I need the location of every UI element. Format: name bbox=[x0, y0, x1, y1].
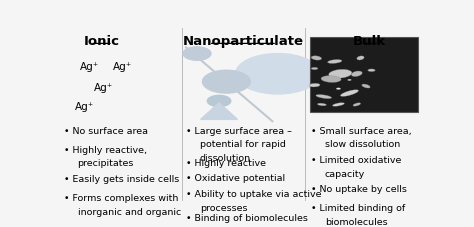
Text: processes: processes bbox=[200, 203, 247, 212]
Text: • Highly reactive,: • Highly reactive, bbox=[64, 145, 146, 154]
Text: Ag⁺: Ag⁺ bbox=[112, 62, 132, 72]
Ellipse shape bbox=[368, 70, 375, 72]
Ellipse shape bbox=[328, 70, 352, 79]
Circle shape bbox=[207, 96, 231, 107]
Ellipse shape bbox=[353, 103, 361, 107]
FancyBboxPatch shape bbox=[310, 38, 418, 112]
Text: inorganic and organic: inorganic and organic bbox=[78, 207, 181, 216]
Text: • Forms complexes with: • Forms complexes with bbox=[64, 193, 178, 202]
Text: • Large surface area –: • Large surface area – bbox=[186, 126, 292, 135]
Text: • Binding of biomolecules: • Binding of biomolecules bbox=[186, 213, 308, 222]
Text: • No uptake by cells: • No uptake by cells bbox=[311, 185, 407, 193]
Ellipse shape bbox=[332, 103, 345, 107]
Polygon shape bbox=[201, 103, 237, 120]
Ellipse shape bbox=[347, 80, 351, 81]
Ellipse shape bbox=[362, 85, 370, 89]
Text: Ag⁺: Ag⁺ bbox=[80, 62, 99, 72]
Ellipse shape bbox=[309, 84, 320, 88]
Ellipse shape bbox=[316, 95, 332, 99]
Text: Bulk: Bulk bbox=[353, 35, 386, 48]
Text: • Ability to uptake via active: • Ability to uptake via active bbox=[186, 189, 321, 198]
Text: dissolution: dissolution bbox=[200, 153, 251, 162]
Ellipse shape bbox=[311, 57, 321, 61]
Text: • Easily gets inside cells: • Easily gets inside cells bbox=[64, 174, 179, 183]
Text: potential for rapid: potential for rapid bbox=[200, 140, 286, 149]
Text: Ionic: Ionic bbox=[83, 35, 119, 48]
Ellipse shape bbox=[351, 72, 362, 77]
Text: biomolecules: biomolecules bbox=[325, 217, 387, 226]
Text: capacity: capacity bbox=[325, 169, 365, 178]
Ellipse shape bbox=[357, 57, 364, 61]
Text: • Limited oxidative: • Limited oxidative bbox=[311, 155, 401, 164]
Circle shape bbox=[183, 48, 211, 61]
Ellipse shape bbox=[340, 90, 358, 97]
Text: • Highly reactive: • Highly reactive bbox=[186, 158, 266, 167]
Ellipse shape bbox=[336, 88, 341, 90]
Circle shape bbox=[202, 71, 250, 94]
Ellipse shape bbox=[311, 68, 318, 70]
Text: precipitates: precipitates bbox=[78, 158, 134, 168]
Text: • No surface area: • No surface area bbox=[64, 126, 148, 135]
Text: • Small surface area,: • Small surface area, bbox=[311, 126, 411, 135]
Text: slow dissolution: slow dissolution bbox=[325, 140, 400, 149]
Circle shape bbox=[236, 54, 320, 94]
Text: Ag⁺: Ag⁺ bbox=[94, 82, 113, 92]
Text: Nanoparticulate: Nanoparticulate bbox=[182, 35, 303, 48]
Ellipse shape bbox=[321, 76, 341, 83]
Ellipse shape bbox=[328, 60, 342, 64]
Text: Ag⁺: Ag⁺ bbox=[75, 101, 94, 111]
Text: • Limited binding of: • Limited binding of bbox=[311, 203, 405, 212]
Ellipse shape bbox=[318, 104, 327, 106]
Text: • Oxidative potential: • Oxidative potential bbox=[186, 174, 285, 183]
